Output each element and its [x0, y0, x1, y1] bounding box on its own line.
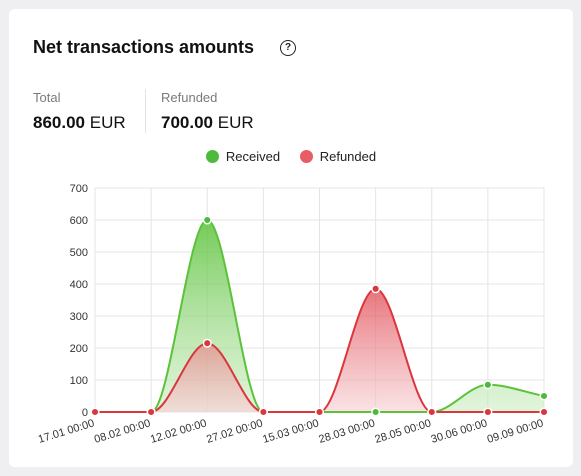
x-tick-label: 15.03 00:00 — [261, 417, 320, 445]
y-tick-label: 700 — [70, 183, 88, 195]
chart-title: Net transactions amounts — [33, 37, 255, 57]
x-tick-label: 30.06 00:00 — [430, 417, 489, 445]
y-tick-label: 200 — [70, 343, 88, 355]
x-tick-label: 08.02 00:00 — [93, 417, 152, 445]
point-refunded — [371, 284, 381, 294]
y-tick-label: 500 — [70, 247, 88, 259]
total-amount: 860.00 — [33, 113, 85, 132]
refunded-swatch — [299, 150, 313, 163]
point-received — [371, 407, 381, 417]
x-tick-label: 17.01 00:00 — [37, 417, 96, 445]
refunded-label: Refunded — [161, 90, 218, 105]
point-received — [539, 391, 549, 401]
refunded-amount: 700.00 — [161, 113, 213, 132]
refunded-currency: EUR — [217, 113, 254, 132]
point-refunded — [258, 407, 268, 417]
legend-label-received: Received — [225, 149, 281, 164]
point-received — [483, 380, 493, 390]
x-tick-label: 27.02 00:00 — [205, 417, 264, 445]
point-refunded — [427, 407, 437, 417]
point-refunded — [539, 407, 549, 417]
point-refunded — [146, 407, 156, 417]
point-refunded — [90, 407, 100, 417]
total-value: 860.00 EUR — [33, 113, 126, 133]
point-refunded — [202, 338, 212, 348]
line-refunded — [95, 287, 544, 413]
question-circle-icon[interactable]: ? — [280, 40, 296, 56]
y-tick-label: 400 — [70, 279, 88, 291]
total-label: Total — [33, 90, 61, 105]
x-tick-label: 28.05 00:00 — [374, 417, 433, 445]
chart-card: Net transactions amounts ? Total 860.00 … — [9, 9, 573, 467]
y-tick-label: 300 — [70, 311, 88, 323]
point-received — [202, 215, 212, 225]
received-swatch — [205, 150, 219, 163]
legend-label-refunded: Refunded — [319, 149, 377, 164]
y-tick-label: 0 — [82, 407, 88, 419]
legend-item-received[interactable]: Received — [205, 149, 281, 164]
total-currency: EUR — [89, 113, 126, 132]
area-refunded — [95, 288, 544, 412]
x-tick-label: 12.02 00:00 — [149, 417, 208, 445]
y-tick-label: 600 — [70, 215, 88, 227]
stats-divider — [145, 89, 146, 133]
y-tick-label: 100 — [70, 375, 88, 387]
point-refunded — [483, 407, 493, 417]
refunded-value: 700.00 EUR — [161, 113, 254, 133]
x-tick-label: 28.03 00:00 — [317, 417, 376, 445]
x-tick-label: 09.09 00:00 — [486, 417, 545, 445]
point-refunded — [314, 407, 325, 417]
chart-legend: Received Refunded — [9, 149, 573, 166]
legend-item-refunded[interactable]: Refunded — [299, 149, 377, 164]
